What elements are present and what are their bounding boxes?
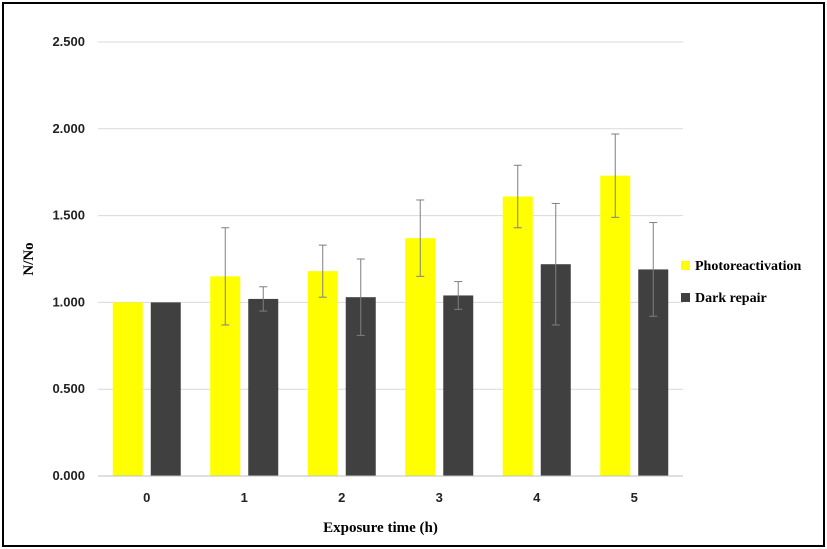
gridlines: [98, 41, 683, 390]
y-tick-label: 1.000: [52, 294, 85, 309]
bar-dark-repair: [443, 295, 474, 476]
y-axis-label: N/No: [21, 242, 37, 275]
error-bar: [513, 164, 522, 229]
x-tick-label: 1: [241, 490, 248, 505]
error-bar: [259, 286, 268, 312]
y-axis-ticks: 0.000 0.500 1.000 1.500 2.000 2.500: [52, 34, 85, 483]
bar-photoreactivation: [112, 302, 143, 476]
x-tick-label: 0: [143, 490, 150, 505]
y-tick-label: 2.000: [52, 121, 85, 136]
error-bar: [551, 202, 560, 326]
x-tick-label: 5: [631, 490, 638, 505]
legend-label: Photoreactivation: [695, 259, 801, 274]
bar-photoreactivation: [600, 175, 631, 476]
bars: [112, 175, 669, 476]
bar-dark-repair: [248, 298, 279, 476]
error-bar: [454, 281, 463, 310]
x-tick-label: 3: [436, 490, 443, 505]
bar-dark-repair: [150, 302, 181, 476]
x-tick-label: 4: [533, 490, 541, 505]
y-tick-label: 0.500: [52, 381, 85, 396]
legend-swatch: [681, 293, 690, 302]
y-tick-label: 0.000: [52, 468, 85, 483]
error-bar: [416, 199, 425, 277]
bar-photoreactivation: [307, 271, 338, 476]
x-axis-ticks: 0 1 2 3 4 5: [143, 490, 638, 505]
x-axis-label: Exposure time (h): [323, 520, 438, 536]
legend-swatch: [681, 261, 690, 270]
legend: Photoreactivation Dark repair: [681, 259, 801, 306]
y-tick-label: 1.500: [52, 208, 85, 223]
error-bars: [221, 133, 658, 336]
legend-label: Dark repair: [695, 291, 767, 306]
error-bar: [649, 222, 658, 317]
x-tick-label: 2: [338, 490, 345, 505]
y-tick-label: 2.500: [52, 34, 85, 49]
error-bar: [221, 227, 230, 326]
error-bar: [611, 133, 620, 218]
bar-photoreactivation: [405, 238, 436, 476]
error-bar: [356, 258, 365, 336]
error-bar: [318, 244, 327, 298]
bar-photoreactivation: [502, 196, 533, 476]
